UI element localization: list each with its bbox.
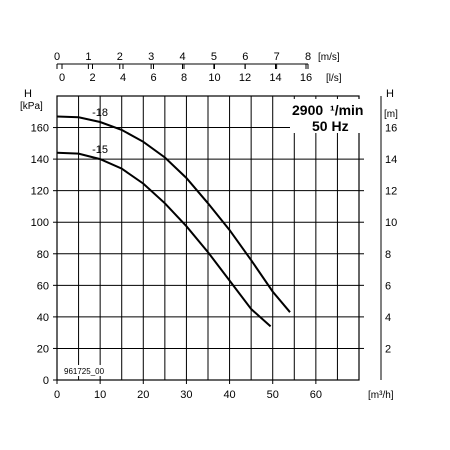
right-tick-label: 12 <box>385 186 397 198</box>
top-velocity-tick-label: 5 <box>211 51 217 63</box>
frequency-annotation: 50 Hz <box>312 118 349 134</box>
right-axis-ticks: 2 4 6 8 10 12 14 16 <box>359 96 397 380</box>
right-tick-label: 14 <box>385 154 397 166</box>
top-flow-unit: [l/s] <box>326 73 342 84</box>
curve-label: -18 <box>92 107 108 119</box>
left-tick-label: 120 <box>31 186 49 198</box>
left-axis-unit: [kPa] <box>20 101 43 112</box>
drawing-id-box <box>62 365 112 376</box>
top-velocity-tick-label: 3 <box>148 51 154 63</box>
top-velocity-tick-label: 8 <box>305 51 311 63</box>
curve-label: -15 <box>92 144 108 156</box>
top-flow-tick-label: 0 <box>59 72 65 84</box>
top-velocity-tick-label: 7 <box>274 51 280 63</box>
top-flow-ticks: 0 2 4 6 8 10 12 14 16 <box>59 64 312 84</box>
speed-annotation-box <box>290 99 380 133</box>
top-velocity-tick-label: 4 <box>179 51 185 63</box>
top-flow-tick-label: 8 <box>181 72 187 84</box>
plot-frame <box>56 95 360 381</box>
bottom-tick-label: 50 <box>267 389 279 401</box>
right-tick-label: 2 <box>385 343 391 355</box>
top-flow-tick-label: 16 <box>300 72 312 84</box>
bottom-tick-label: 40 <box>223 389 235 401</box>
right-tick-label: 10 <box>385 217 397 229</box>
left-tick-label: 0 <box>43 375 49 387</box>
top-velocity-tick-label: 0 <box>54 51 60 63</box>
drawing-id: 961725_00 <box>64 367 105 376</box>
left-axis-symbol: H <box>24 88 32 100</box>
top-flow-tick-label: 10 <box>208 72 220 84</box>
curve-impeller-18 <box>56 115 291 313</box>
left-tick-label: 80 <box>37 249 49 261</box>
speed-annotation: 2900 ¹/min <box>292 102 364 118</box>
left-tick-label: 40 <box>37 312 49 324</box>
right-tick-label: 8 <box>385 249 391 261</box>
top-flow-tick-label: 12 <box>239 72 251 84</box>
top-velocity-tick-label: 2 <box>117 51 123 63</box>
right-axis-symbol: H <box>386 88 394 100</box>
top-velocity-tick-label: 1 <box>85 51 91 63</box>
pump-curves: -18 -15 <box>56 107 291 328</box>
bottom-tick-label: 60 <box>310 389 322 401</box>
chart-grid <box>56 96 360 380</box>
top-flow-tick-label: 6 <box>150 72 156 84</box>
bottom-tick-label: 30 <box>180 389 192 401</box>
top-flow-tick-label: 4 <box>120 72 126 84</box>
left-axis-ticks: 0 20 40 60 80 100 120 140 160 <box>31 123 57 387</box>
left-tick-label: 140 <box>31 154 49 166</box>
bottom-axis-ticks: 0 10 20 30 40 50 60 <box>54 380 322 401</box>
bottom-tick-label: 20 <box>137 389 149 401</box>
speed-number: 2900 <box>292 102 323 118</box>
top-flow-tick-label: 14 <box>269 72 281 84</box>
bottom-tick-label: 0 <box>54 389 60 401</box>
left-tick-label: 100 <box>31 217 49 229</box>
left-tick-label: 20 <box>37 343 49 355</box>
left-tick-label: 160 <box>31 123 49 135</box>
curve-impeller-15 <box>56 151 272 328</box>
right-axis-unit: [m] <box>384 109 398 120</box>
speed-unit: ¹/min <box>330 102 363 118</box>
left-tick-label: 60 <box>37 280 49 292</box>
top-flow-tick-label: 2 <box>89 72 95 84</box>
top-velocity-ticks: 0 1 2 3 4 5 6 7 8 <box>54 51 311 69</box>
right-tick-label: 4 <box>385 312 391 324</box>
right-tick-label: 16 <box>385 123 397 135</box>
right-tick-label: 6 <box>385 280 391 292</box>
bottom-tick-label: 10 <box>94 389 106 401</box>
top-velocity-unit: [m/s] <box>318 52 340 63</box>
bottom-axis-unit: [m³/h] <box>368 390 394 401</box>
top-velocity-tick-label: 6 <box>242 51 248 63</box>
